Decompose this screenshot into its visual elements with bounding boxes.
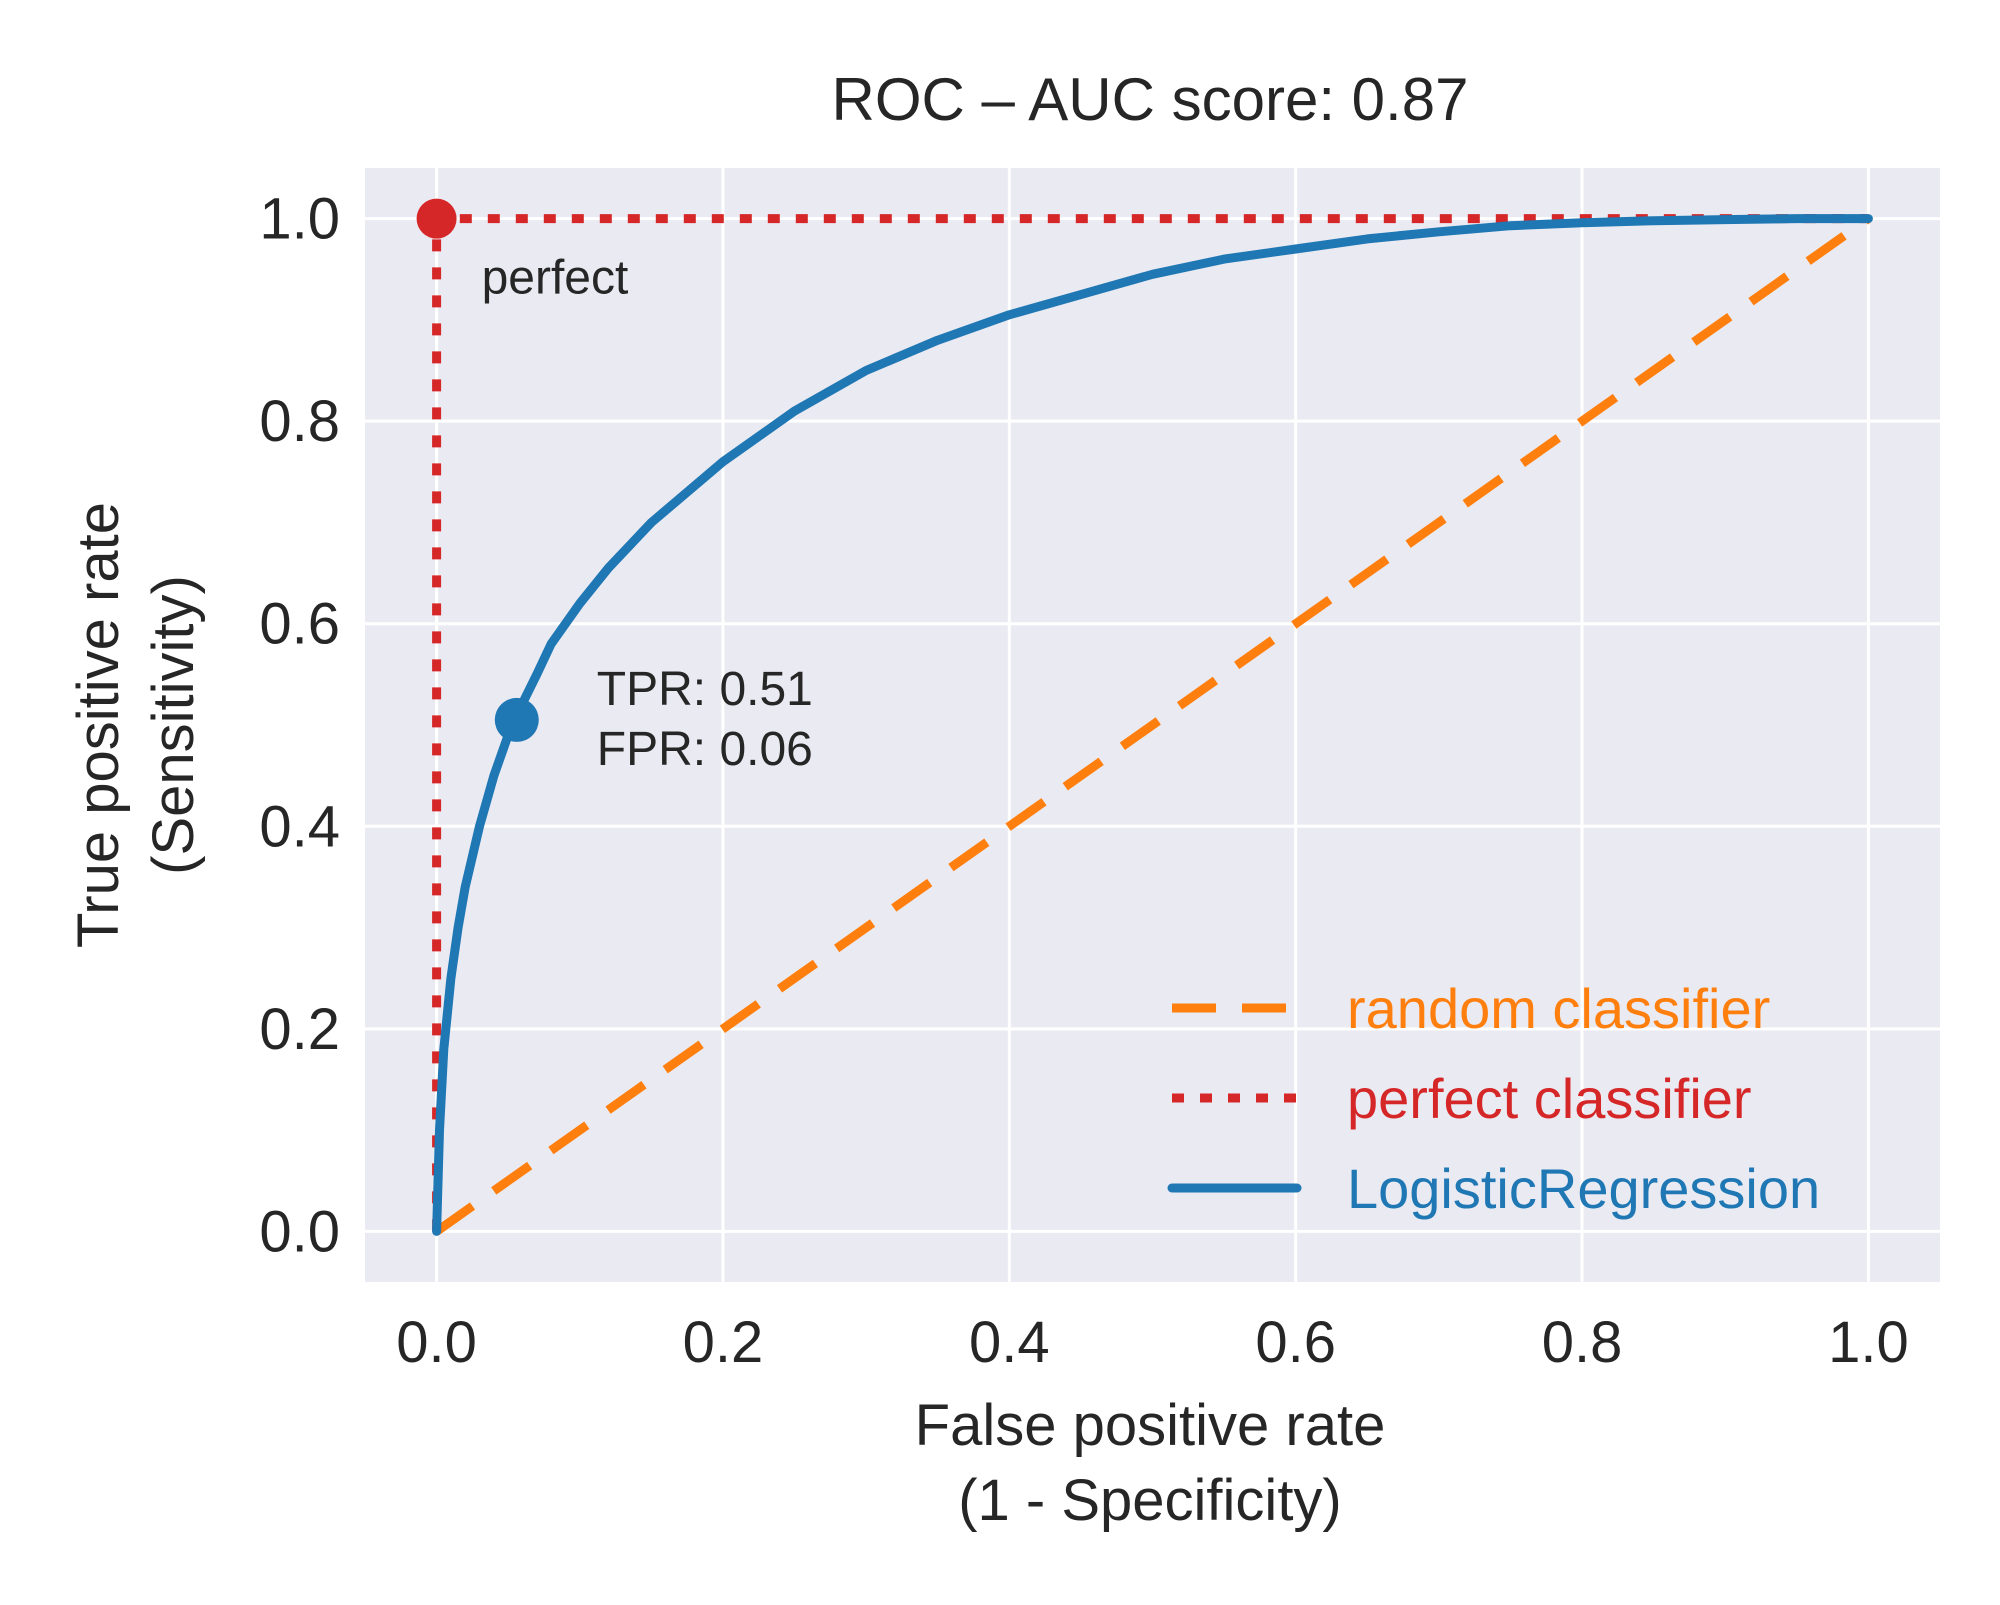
perfect-point-label: perfect — [482, 252, 629, 305]
x-tick-label: 0.0 — [396, 1310, 477, 1375]
annotations: perfect TPR: 0.51 FPR: 0.06 — [416, 198, 813, 776]
legend-label: random classifier — [1347, 977, 1770, 1040]
y-tick-label: 0.4 — [259, 794, 340, 859]
y-axis-title: True positive rate — [66, 502, 131, 948]
threshold-point-marker — [494, 697, 539, 742]
x-axis-title: False positive rate — [915, 1393, 1386, 1458]
legend: random classifier perfect classifier Logis… — [1167, 977, 1820, 1220]
legend-label: perfect classifier — [1347, 1067, 1752, 1130]
y-tick-label: 0.6 — [259, 592, 340, 657]
chart-title: ROC – AUC score: 0.87 — [832, 66, 1469, 133]
legend-label: LogisticRegression — [1347, 1157, 1820, 1220]
x-tick-label: 0.2 — [683, 1310, 764, 1375]
y-tick-label: 1.0 — [259, 187, 340, 252]
x-tick-label: 0.8 — [1542, 1310, 1623, 1375]
series-line-logisticregression — [432, 214, 1873, 1236]
series-line-random-classifier — [434, 214, 1871, 1236]
x-axis-subtitle: (1 - Specificity) — [958, 1468, 1342, 1533]
x-tick-label: 0.6 — [1255, 1310, 1336, 1375]
perfect-point-marker — [416, 198, 457, 239]
x-tick-label: 0.4 — [969, 1310, 1050, 1375]
tick-labels: 0.0 0.2 0.4 0.6 0.8 1.0 0.0 0.2 0.4 0.6 0.8 1.0 — [259, 187, 1908, 1375]
threshold-point-label: TPR: 0.51 — [597, 663, 813, 716]
y-tick-label: 0.8 — [259, 389, 340, 454]
threshold-point-label: FPR: 0.06 — [597, 723, 813, 776]
x-tick-label: 1.0 — [1828, 1310, 1909, 1375]
y-axis-subtitle: (Sensitivity) — [141, 575, 206, 875]
y-tick-label: 0.0 — [259, 1199, 340, 1264]
grid-lines — [365, 168, 1940, 1282]
y-tick-label: 0.2 — [259, 997, 340, 1062]
